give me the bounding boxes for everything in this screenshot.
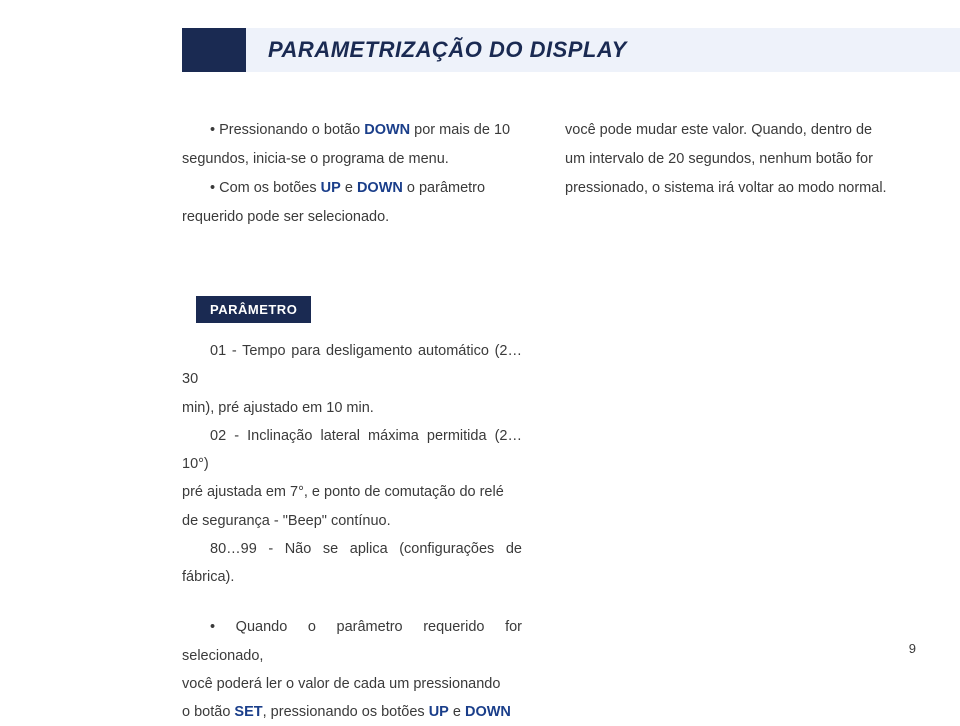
- text: e: [449, 704, 465, 720]
- text: • Pressionando o botão: [210, 122, 364, 138]
- keyword-up: UP: [321, 180, 341, 196]
- intro-left-line2: segundos, inicia-se o programa de menu.: [182, 145, 517, 174]
- header-accent: [182, 28, 246, 72]
- intro-columns: • Pressionando o botão DOWN por mais de …: [182, 116, 900, 232]
- intro-left-line1: • Pressionando o botão DOWN por mais de …: [182, 116, 517, 145]
- intro-left-line3: • Com os botões UP e DOWN o parâmetro: [182, 174, 517, 203]
- intro-right-line3: pressionado, o sistema irá voltar ao mod…: [565, 174, 900, 203]
- param-note-c: o botão SET, pressionando os botões UP e…: [182, 698, 522, 726]
- page-title: PARAMETRIZAÇÃO DO DISPLAY: [268, 37, 627, 63]
- text: • Com os botões: [210, 180, 321, 196]
- page-number: 9: [909, 641, 916, 656]
- parameter-body: 01 - Tempo para desligamento automático …: [182, 337, 522, 726]
- param-8099: 80…99 - Não se aplica (configurações de …: [182, 535, 522, 592]
- header-bg: PARAMETRIZAÇÃO DO DISPLAY: [246, 28, 960, 72]
- intro-left-line4: requerido pode ser selecionado.: [182, 203, 517, 232]
- param-01-a: 01 - Tempo para desligamento automático …: [182, 337, 522, 394]
- param-note-a: • Quando o parâmetro requerido for selec…: [182, 613, 522, 670]
- text: o parâmetro: [403, 180, 485, 196]
- intro-right-line2: um intervalo de 20 segundos, nenhum botã…: [565, 145, 900, 174]
- intro-col-left: • Pressionando o botão DOWN por mais de …: [182, 116, 517, 232]
- intro-col-right: você pode mudar este valor. Quando, dent…: [565, 116, 900, 232]
- param-note-b: você poderá ler o valor de cada um press…: [182, 670, 522, 698]
- param-01-b: min), pré ajustado em 10 min.: [182, 394, 522, 422]
- keyword-down: DOWN: [364, 122, 410, 138]
- param-02-a: 02 - Inclinação lateral máxima permitida…: [182, 422, 522, 479]
- param-02-c: de segurança - "Beep" contínuo.: [182, 507, 522, 535]
- keyword-down: DOWN: [465, 704, 511, 720]
- header-band: PARAMETRIZAÇÃO DO DISPLAY: [182, 28, 960, 72]
- text: e: [341, 180, 357, 196]
- intro-right-line1: você pode mudar este valor. Quando, dent…: [565, 116, 900, 145]
- keyword-up: UP: [429, 704, 449, 720]
- text: o botão: [182, 704, 234, 720]
- text: por mais de 10: [410, 122, 510, 138]
- parameter-badge: PARÂMETRO: [196, 296, 311, 323]
- parameter-section: PARÂMETRO 01 - Tempo para desligamento a…: [182, 296, 522, 726]
- text: , pressionando os botões: [263, 704, 429, 720]
- keyword-down: DOWN: [357, 180, 403, 196]
- param-02-b: pré ajustada em 7°, e ponto de comutação…: [182, 478, 522, 506]
- keyword-set: SET: [234, 704, 262, 720]
